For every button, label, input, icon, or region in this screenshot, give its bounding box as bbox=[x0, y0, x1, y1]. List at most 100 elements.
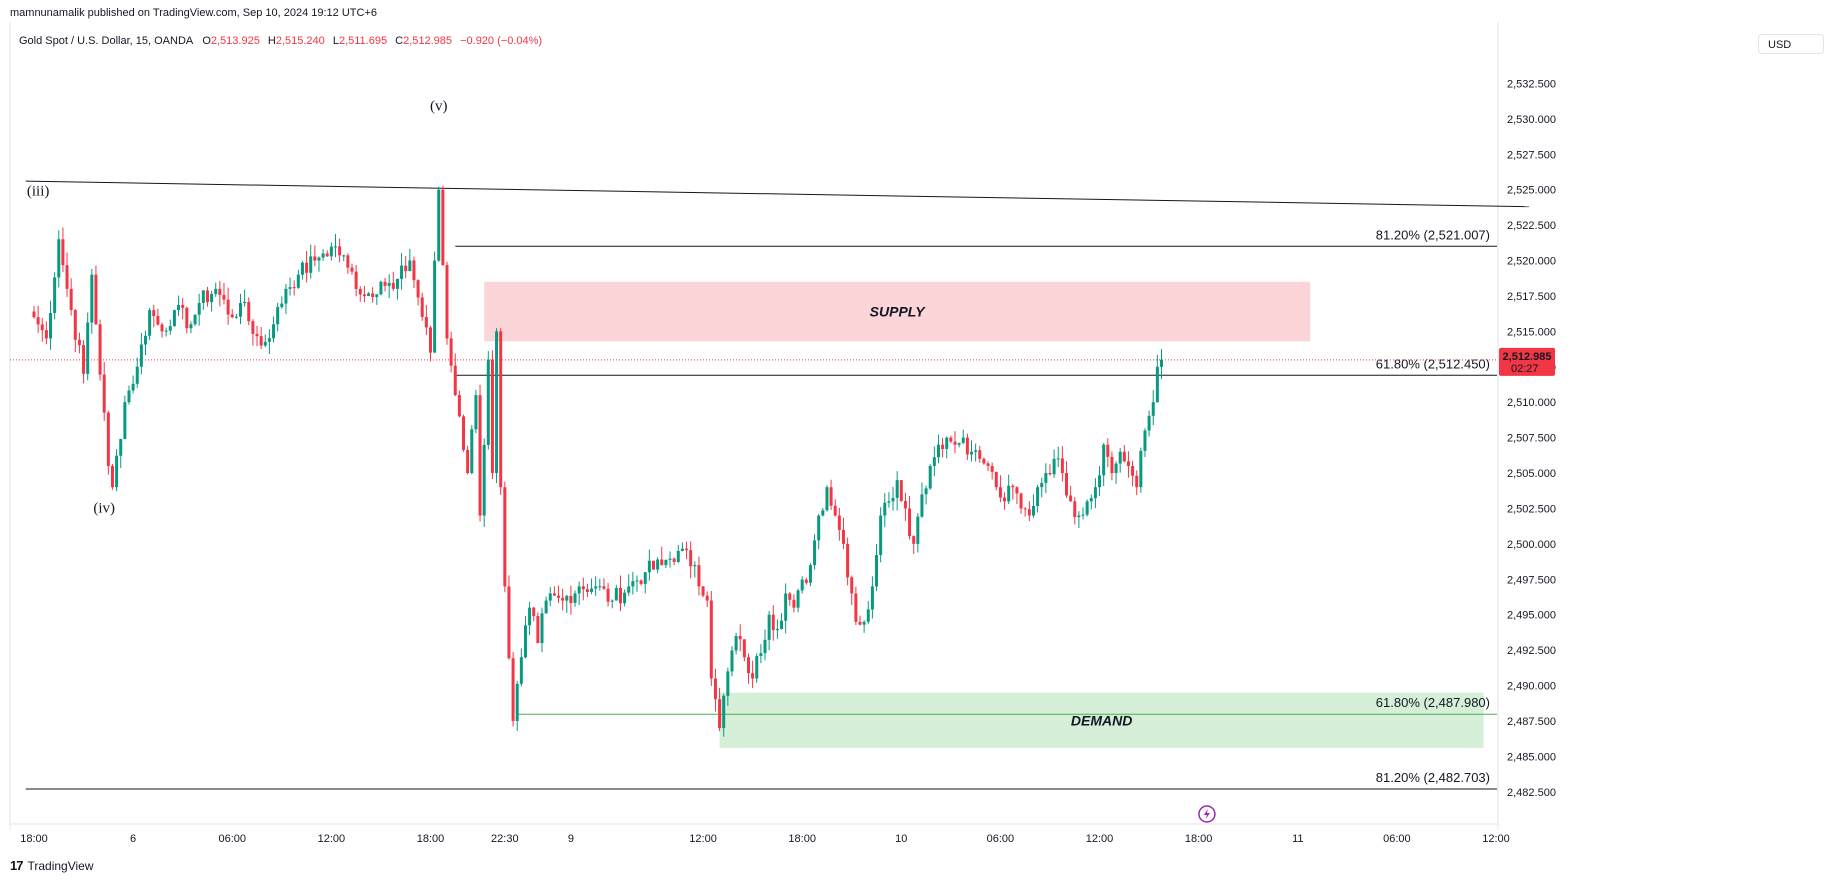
candle-body bbox=[763, 639, 767, 654]
candle-body bbox=[1077, 515, 1081, 518]
candle-body bbox=[329, 246, 333, 257]
candle-body bbox=[817, 515, 821, 541]
candle-body bbox=[577, 586, 581, 594]
last-price-tag bbox=[1499, 347, 1555, 376]
candle-body bbox=[94, 274, 98, 325]
candle-body bbox=[1106, 444, 1110, 457]
candle-body bbox=[841, 529, 845, 544]
candle-body bbox=[416, 280, 420, 298]
candle-body bbox=[697, 565, 701, 587]
candle-body bbox=[181, 304, 185, 308]
candle-body bbox=[1060, 458, 1064, 474]
candle-body bbox=[342, 255, 346, 257]
candle-body bbox=[548, 593, 552, 601]
time-tick-label: 18:00 bbox=[417, 833, 445, 845]
candle-body bbox=[292, 287, 296, 289]
candle-body bbox=[98, 324, 102, 375]
candle-body bbox=[590, 588, 594, 593]
candle-body bbox=[693, 565, 697, 567]
candle-body bbox=[466, 449, 470, 474]
price-tick-label: 2,520.000 bbox=[1507, 256, 1556, 268]
candle-body bbox=[1056, 458, 1060, 460]
candle-body bbox=[152, 310, 156, 316]
currency-selector[interactable]: USD bbox=[1758, 34, 1824, 54]
candle-body bbox=[647, 560, 651, 573]
candle-body bbox=[77, 339, 81, 346]
candle-body bbox=[40, 324, 44, 331]
candle-body bbox=[643, 572, 647, 584]
candle-body bbox=[903, 500, 907, 509]
candle-body bbox=[404, 265, 408, 272]
candle-body bbox=[1135, 475, 1139, 488]
candle-body bbox=[792, 599, 796, 608]
candle-body bbox=[400, 265, 404, 279]
open-value: 2,513.925 bbox=[210, 35, 260, 47]
candle-body bbox=[738, 635, 742, 640]
candle-body bbox=[214, 288, 218, 295]
tradingview-logo[interactable]: 17 TradingView bbox=[10, 858, 94, 873]
candle-body bbox=[375, 294, 379, 297]
candle-body bbox=[395, 278, 399, 289]
candle-body bbox=[36, 317, 40, 325]
candle-body bbox=[808, 565, 812, 583]
candle-body bbox=[796, 590, 800, 608]
zone-layer: SUPPLY DEMAND bbox=[484, 281, 1484, 748]
change-value: −0.920 (−0.04%) bbox=[460, 35, 543, 47]
time-tick-label: 06:00 bbox=[1383, 833, 1411, 845]
candle-body bbox=[445, 265, 449, 339]
candle-body bbox=[606, 588, 610, 602]
candle-body bbox=[949, 437, 953, 442]
price-tick-label: 2,522.500 bbox=[1507, 220, 1556, 232]
time-tick-label: 10 bbox=[895, 833, 907, 845]
candle-body bbox=[424, 316, 428, 328]
candle-body bbox=[627, 586, 631, 593]
candle-body bbox=[495, 331, 499, 474]
price-tick-label: 2,492.500 bbox=[1507, 645, 1556, 657]
candle-body bbox=[862, 621, 866, 625]
candle-body bbox=[557, 595, 561, 598]
candle-body bbox=[594, 586, 598, 589]
candle-body bbox=[585, 589, 589, 593]
time-tick-label: 11 bbox=[1292, 833, 1303, 845]
candle-body bbox=[552, 593, 556, 596]
candle-body bbox=[1147, 415, 1151, 431]
candle-body bbox=[1003, 497, 1007, 502]
candle-body bbox=[367, 293, 371, 296]
tradingview-logo-text: TradingView bbox=[27, 858, 94, 873]
candle-body bbox=[462, 416, 466, 450]
candle-body bbox=[680, 548, 684, 551]
candle-body bbox=[854, 593, 858, 622]
candle-body bbox=[726, 671, 730, 696]
candle-body bbox=[305, 262, 309, 273]
candle-body bbox=[387, 282, 391, 286]
candle-body bbox=[1031, 505, 1035, 516]
candle-body bbox=[168, 326, 172, 331]
chart-frame bbox=[9, 22, 1499, 830]
price-tick-label: 2,510.000 bbox=[1507, 397, 1556, 409]
price-tick-label: 2,482.500 bbox=[1507, 787, 1556, 799]
symbol-title[interactable]: Gold Spot / U.S. Dollar, 15, OANDA bbox=[19, 35, 194, 47]
price-tick-label: 2,515.000 bbox=[1507, 326, 1556, 338]
candle-body bbox=[623, 592, 627, 604]
candle-body bbox=[433, 260, 437, 353]
candle-body bbox=[358, 288, 362, 295]
candle-body bbox=[701, 586, 705, 596]
candle-body bbox=[614, 587, 618, 601]
time-tick-label: 06:00 bbox=[218, 833, 246, 845]
candle-body bbox=[69, 288, 73, 310]
candle-body bbox=[437, 189, 441, 261]
candle-body bbox=[57, 239, 61, 278]
candle-body bbox=[825, 487, 829, 511]
candle-body bbox=[1159, 359, 1163, 367]
candle-body bbox=[131, 383, 135, 391]
candle-body bbox=[123, 402, 127, 439]
candle-body bbox=[912, 536, 916, 544]
candle-body bbox=[916, 516, 920, 544]
time-tick-label: 9 bbox=[568, 833, 574, 845]
time-tick-label: 18:00 bbox=[1185, 833, 1213, 845]
candle-body bbox=[457, 395, 461, 417]
candle-body bbox=[102, 374, 106, 413]
candle-body bbox=[1139, 450, 1143, 488]
candle-body bbox=[371, 293, 375, 297]
